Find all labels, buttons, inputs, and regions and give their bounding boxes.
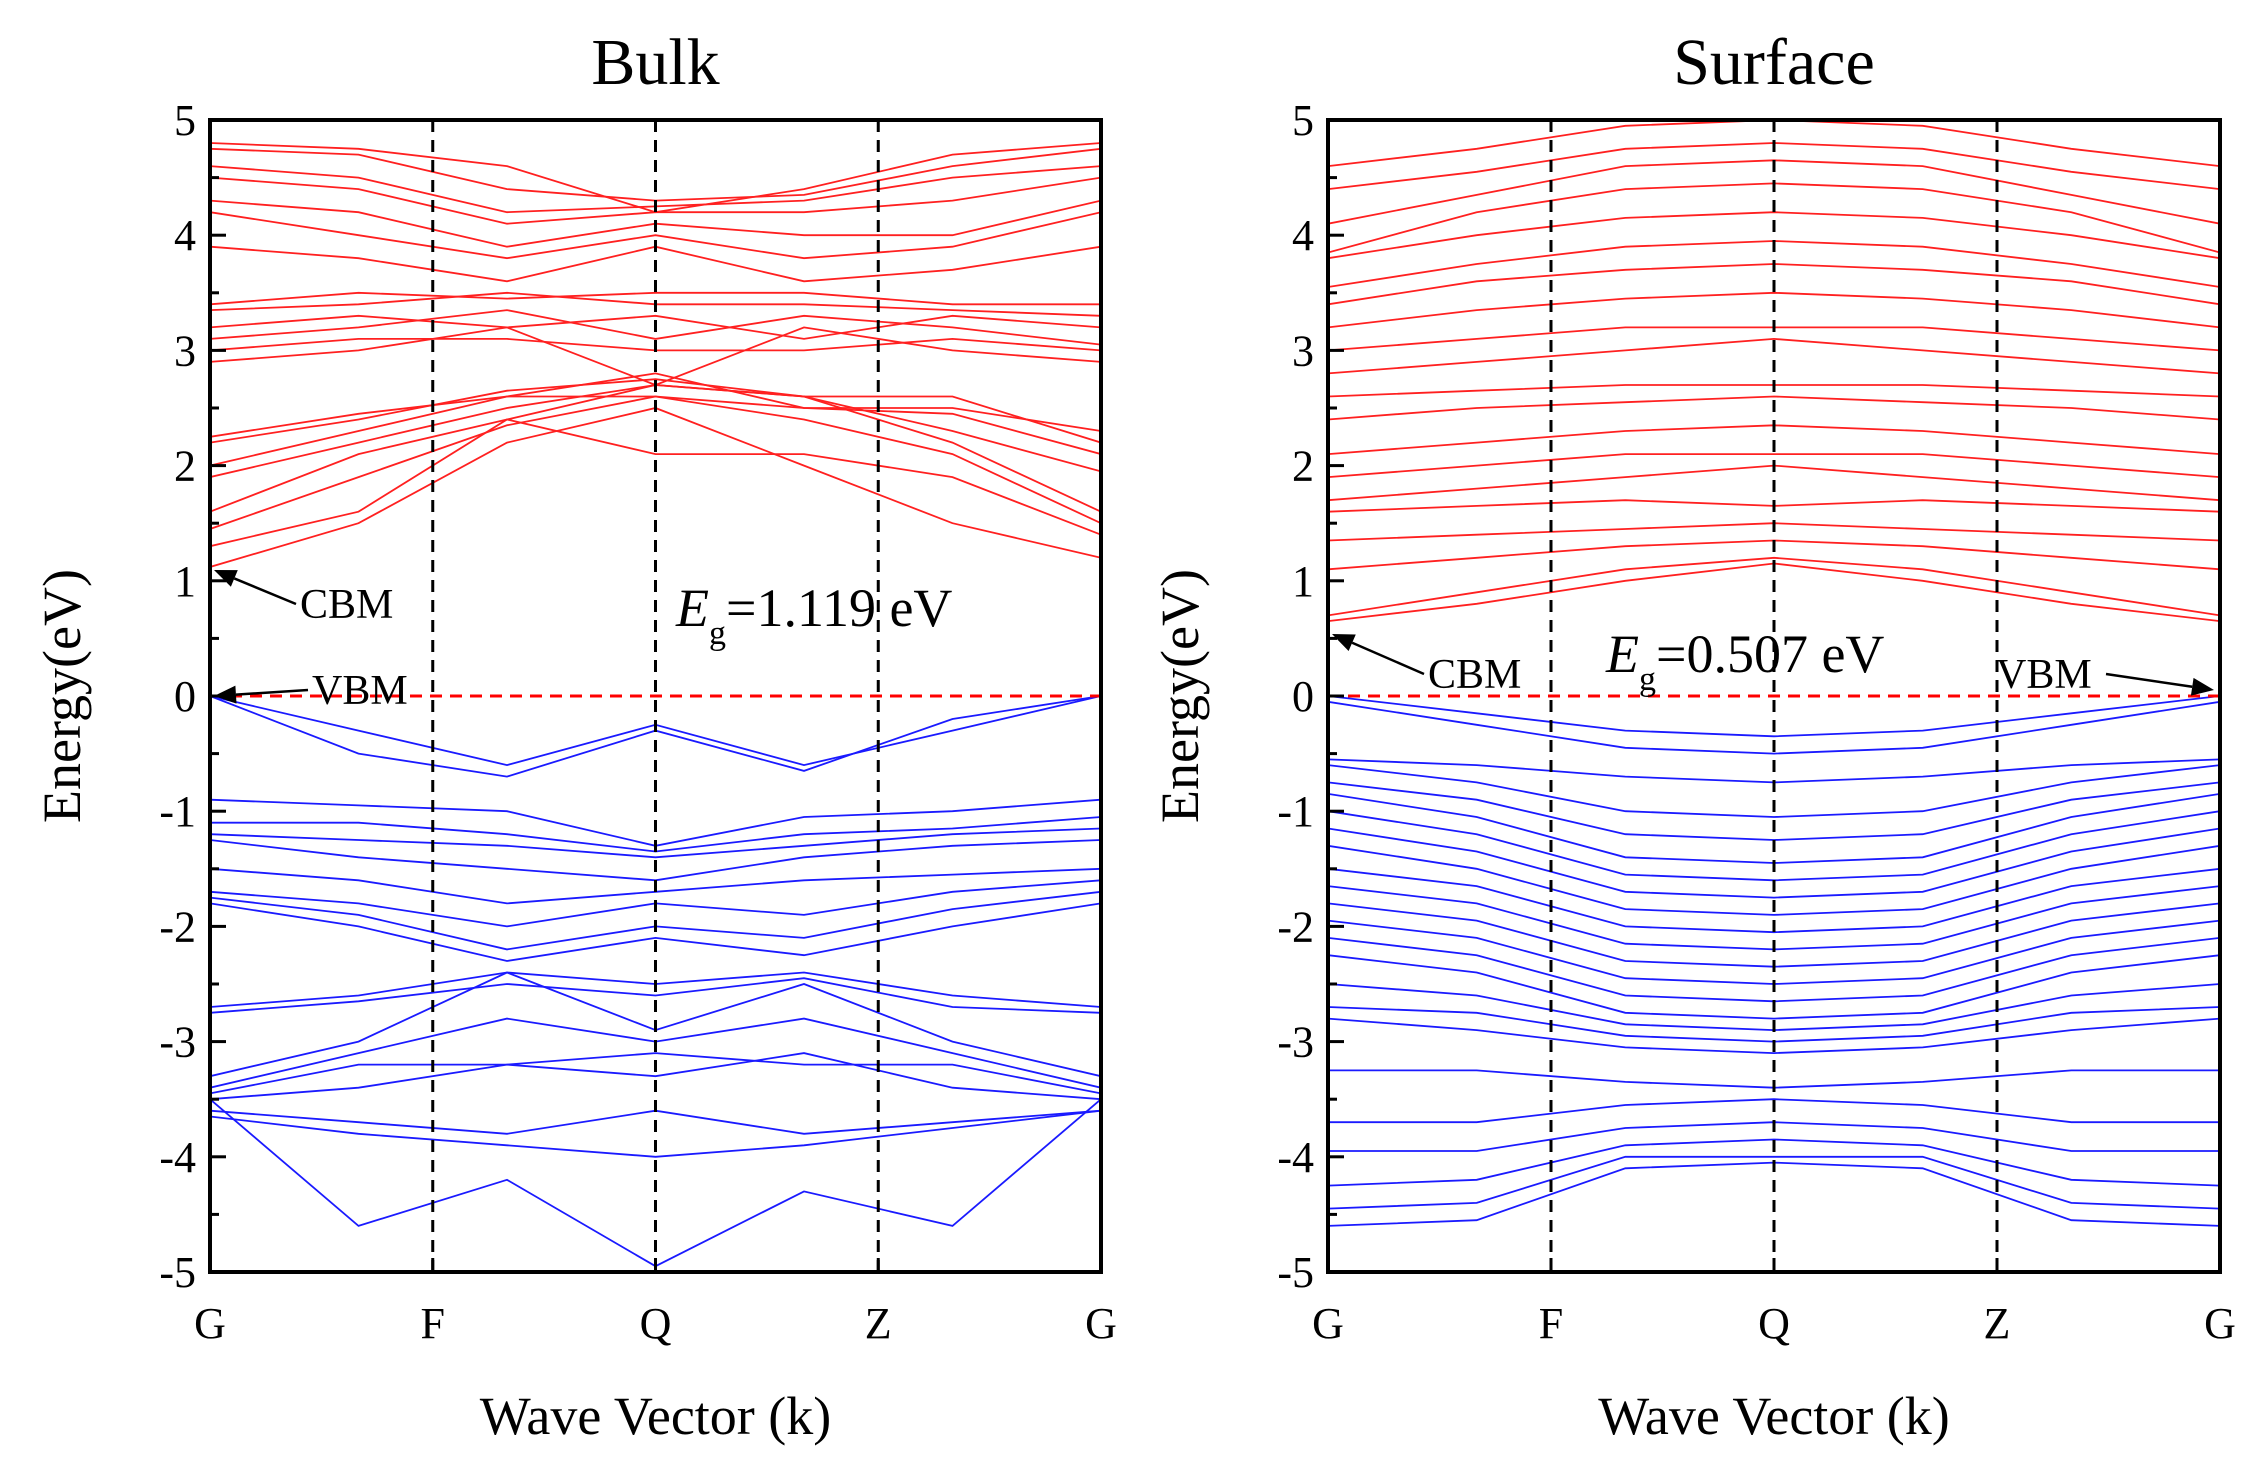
valence-band-line (1328, 700, 2220, 755)
y-tick-label: -3 (159, 1018, 196, 1067)
conduction-band-line (1328, 556, 2220, 617)
cbm-arrow-head (1332, 634, 1356, 652)
cbm-label: CBM (300, 582, 393, 628)
x-tick-label: F (421, 1299, 445, 1348)
valence-band-line (1328, 954, 2220, 1020)
vbm-label: VBM (312, 668, 408, 714)
conduction-band-line (210, 378, 1101, 444)
vbm-arrow-line (2105, 672, 2193, 689)
cbm-arrow-line (233, 577, 297, 606)
cbm-label: CBM (1428, 652, 1521, 698)
y-tick-label: -1 (1277, 787, 1314, 836)
y-axis-label: Energy(eV) (32, 569, 92, 823)
x-tick-label: Z (1984, 1299, 2011, 1348)
panel-title: Surface (1673, 26, 1875, 99)
x-tick-label: Q (640, 1299, 672, 1348)
vbm-arrow-head (214, 685, 237, 704)
conduction-band-line (210, 326, 1101, 386)
y-tick-label: 5 (174, 96, 196, 145)
y-tick-label: 3 (174, 326, 196, 375)
conduction-band-line (210, 291, 1101, 306)
valence-band-line (1328, 885, 2220, 951)
valence-band-line (1328, 1098, 2220, 1124)
y-tick-label: 1 (1292, 557, 1314, 606)
conduction-band-line (210, 395, 1101, 438)
conduction-band-line (210, 147, 1101, 202)
vbm-label: VBM (1996, 652, 2092, 698)
conduction-band-line (1328, 562, 2220, 622)
y-tick-label: -2 (1277, 902, 1314, 951)
valence-band-line (1328, 1155, 2220, 1210)
x-axis-label: Wave Vector (k) (480, 1386, 832, 1446)
valence-band-line (1328, 1138, 2220, 1187)
valence-band-line (1328, 1161, 2220, 1227)
y-tick-label: 0 (174, 672, 196, 721)
band-gap-label: Eg=0.507 eV (1605, 624, 1884, 698)
cbm-arrow-line (1351, 641, 1425, 676)
y-tick-label: -4 (159, 1133, 196, 1182)
y-tick-label: 4 (1292, 211, 1314, 260)
valence-band-line (210, 977, 1101, 1014)
y-tick-label: 5 (1292, 96, 1314, 145)
conduction-band-line (210, 314, 1101, 340)
valence-band-line (1328, 695, 2220, 738)
conduction-band-line (1328, 211, 2220, 260)
conduction-band-line (210, 418, 1101, 548)
conduction-band-line (1328, 120, 2220, 167)
y-tick-label: -5 (1277, 1248, 1314, 1297)
valence-band-line (1328, 827, 2220, 899)
y-tick-label: 2 (174, 442, 196, 491)
y-tick-label: 2 (1292, 442, 1314, 491)
y-axis-label: Energy(eV) (1150, 569, 1210, 823)
valence-band-line (210, 827, 1101, 859)
valence-band-line (1328, 867, 2220, 934)
panel-title: Bulk (591, 26, 719, 99)
conduction-band-line (1328, 395, 2220, 421)
x-axis-label: Wave Vector (k) (1598, 1386, 1950, 1446)
x-tick-label: Z (865, 1299, 892, 1348)
conduction-band-line (210, 372, 1101, 467)
conduction-band-line (210, 142, 1101, 214)
x-tick-label: G (1085, 1299, 1117, 1348)
y-tick-label: 3 (1292, 326, 1314, 375)
x-tick-label: Q (1758, 1299, 1790, 1348)
valence-band-line (1328, 902, 2220, 968)
conduction-band-line (1328, 453, 2220, 478)
valence-band-line (210, 1109, 1101, 1158)
valence-band-line (210, 1052, 1101, 1095)
y-tick-label: 0 (1292, 672, 1314, 721)
vbm-arrow-head (2190, 677, 2214, 696)
band-gap-label: Eg=1.119 eV (675, 578, 952, 652)
x-tick-label: G (2204, 1299, 2236, 1348)
x-tick-label: G (194, 1299, 226, 1348)
y-tick-label: -1 (159, 787, 196, 836)
conduction-band-line (1328, 291, 2220, 329)
y-tick-label: -2 (159, 902, 196, 951)
vbm-arrow-line (235, 688, 309, 696)
valence-band-line (210, 902, 1101, 962)
y-tick-label: 4 (174, 211, 196, 260)
valence-band-line (210, 1052, 1101, 1101)
y-tick-label: -4 (1277, 1133, 1314, 1182)
valence-band-line (1328, 844, 2220, 916)
x-tick-label: G (1312, 1299, 1344, 1348)
valence-band-line (1328, 1017, 2220, 1055)
conduction-band-line (1328, 337, 2220, 375)
y-tick-label: -3 (1277, 1018, 1314, 1067)
y-tick-label: -5 (159, 1248, 196, 1297)
conduction-band-line (210, 309, 1101, 346)
conduction-band-line (210, 211, 1101, 260)
x-tick-label: F (1539, 1299, 1563, 1348)
valence-band-line (1328, 764, 2220, 818)
cbm-arrow-head (214, 570, 238, 587)
y-tick-label: 1 (174, 557, 196, 606)
